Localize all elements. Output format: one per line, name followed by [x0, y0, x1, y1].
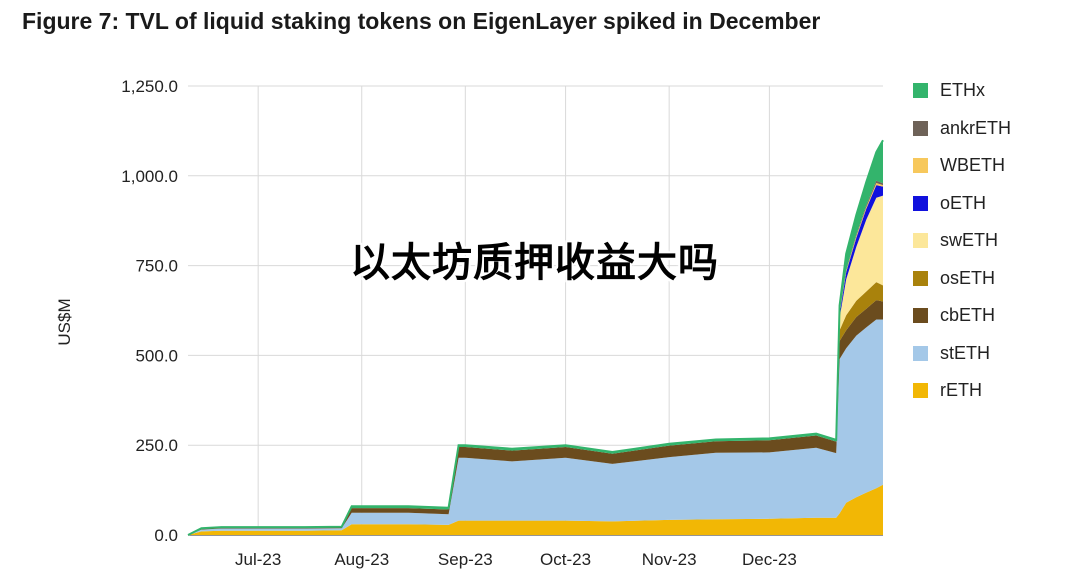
- legend-label: WBETH: [940, 155, 1005, 176]
- legend-item-ethx: ETHx: [913, 72, 1011, 110]
- legend-swatch: [913, 120, 928, 136]
- series-areas: [187, 139, 884, 536]
- legend-label: osETH: [940, 267, 996, 288]
- x-tick-label: Sep-23: [438, 550, 493, 569]
- area-reth: [188, 484, 883, 535]
- legend-item-cbeth: cbETH: [913, 297, 1011, 335]
- legend: ETHx ankrETH WBETH oETH swETH osETH cbETH stETH…: [913, 72, 1011, 410]
- y-tick-label: 750.0: [135, 257, 178, 276]
- legend-label: ETHx: [940, 80, 985, 101]
- legend-label: cbETH: [940, 305, 996, 326]
- y-axis-label: US$M: [55, 298, 74, 345]
- y-tick-label: 0.0: [154, 526, 178, 545]
- y-tick-label: 250.0: [135, 436, 178, 455]
- x-tick-label: Aug-23: [334, 550, 389, 569]
- x-tick-label: Oct-23: [540, 550, 591, 569]
- total-outline: [187, 139, 884, 536]
- legend-swatch: [913, 158, 928, 174]
- legend-item-steth: stETH: [913, 335, 1011, 373]
- legend-label: stETH: [940, 342, 991, 363]
- legend-item-reth: rETH: [913, 372, 1011, 410]
- legend-swatch: [913, 195, 928, 211]
- legend-item-oeth: oETH: [913, 185, 1011, 223]
- legend-swatch: [913, 83, 928, 99]
- x-tick-label: Dec-23: [742, 550, 797, 569]
- legend-label: rETH: [940, 380, 982, 401]
- y-tick-label: 1,250.0: [121, 77, 178, 96]
- overlay-watermark-text: 以太坊质押收益大吗: [350, 240, 719, 286]
- legend-swatch: [913, 270, 928, 286]
- chart-title: Figure 7: TVL of liquid staking tokens o…: [22, 8, 821, 34]
- legend-label: swETH: [940, 230, 998, 251]
- legend-swatch: [913, 345, 928, 361]
- y-tick-label: 1,000.0: [121, 167, 178, 186]
- x-tick-label: Nov-23: [642, 550, 697, 569]
- legend-item-ankreth: ankrETH: [913, 110, 1011, 148]
- x-tick-label: Jul-23: [235, 550, 281, 569]
- legend-swatch: [913, 383, 928, 399]
- legend-item-sweth: swETH: [913, 222, 1011, 260]
- legend-swatch: [913, 308, 928, 324]
- legend-item-wbeth: WBETH: [913, 147, 1011, 185]
- x-axis-ticks: Jul-23 Aug-23 Sep-23 Oct-23 Nov-23 Dec-23: [235, 550, 797, 569]
- y-tick-label: 500.0: [135, 346, 178, 365]
- legend-label: oETH: [940, 192, 987, 213]
- area-steth: [188, 319, 883, 535]
- legend-swatch: [913, 233, 928, 249]
- legend-label: ankrETH: [940, 117, 1012, 138]
- y-axis-ticks: 0.0 250.0 500.0 750.0 1,000.0 1,250.0: [121, 77, 178, 545]
- legend-item-oseth: osETH: [913, 260, 1011, 298]
